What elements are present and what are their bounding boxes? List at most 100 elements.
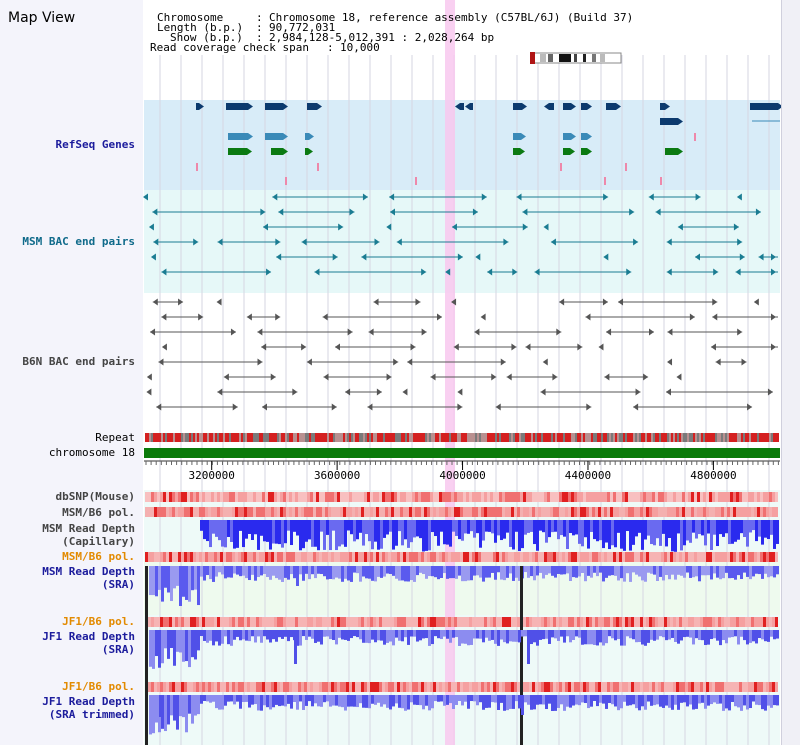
depth-bar — [524, 520, 527, 535]
jf1-b6-pol-trimmed-label[interactable]: JF1/B6 pol. — [62, 680, 135, 693]
depth-bar — [317, 695, 320, 707]
depth-bar — [674, 566, 677, 580]
jf1-read-depth-trimmed-label-1[interactable]: JF1 Read Depth — [42, 695, 135, 708]
depth-bar — [506, 630, 509, 644]
snp-cell — [304, 682, 307, 692]
snp-cell — [583, 617, 586, 627]
gene-dark — [460, 103, 464, 110]
snp-cell — [199, 507, 202, 517]
depth-bar — [560, 520, 563, 536]
snp-cell — [667, 492, 670, 502]
snp-cell — [400, 682, 403, 692]
depth-bar — [509, 566, 512, 574]
msm-read-depth-sra-label-1[interactable]: MSM Read Depth — [42, 565, 135, 578]
b6n-bac-end-pairs-label[interactable]: B6N BAC end pairs — [22, 355, 135, 368]
pair-end-left — [606, 328, 612, 336]
repeat-cell — [299, 433, 301, 442]
snp-cell — [562, 507, 565, 517]
depth-edge — [145, 566, 148, 745]
snp-cell — [733, 507, 736, 517]
depth-bar — [374, 695, 377, 705]
depth-bar — [188, 566, 191, 602]
snp-cell — [502, 552, 505, 562]
depth-bar — [563, 520, 566, 537]
snp-cell — [214, 492, 217, 502]
highlight-column — [445, 0, 456, 745]
depth-bar — [311, 695, 314, 707]
snp-cell — [667, 552, 670, 562]
chromosome-track-label: chromosome 18 — [48, 446, 135, 459]
snp-cell — [667, 617, 670, 627]
snp-cell — [703, 552, 706, 562]
refseq-genes-label[interactable]: RefSeq Genes — [55, 138, 135, 151]
repeat-cell — [755, 433, 757, 442]
snp-cell — [532, 617, 535, 627]
msm-read-depth-capillary-label-1[interactable]: MSM Read Depth — [42, 522, 135, 535]
depth-bar — [467, 520, 470, 534]
msm-b6-pol-sra-label[interactable]: MSM/B6 pol. — [62, 550, 135, 563]
snp-cell — [202, 507, 205, 517]
pair-end — [386, 223, 392, 231]
msm-b6-pol-label[interactable]: MSM/B6 pol. — [62, 506, 135, 519]
snp-cell — [211, 507, 214, 517]
snp-cell — [556, 617, 559, 627]
snp-cell — [625, 617, 628, 627]
snp-cell — [517, 617, 520, 627]
depth-bar — [386, 566, 389, 574]
depth-bar — [557, 630, 560, 641]
snp-cell — [727, 617, 730, 627]
jf1-b6-pol-label[interactable]: JF1/B6 pol. — [62, 615, 135, 628]
repeat-cell — [511, 433, 513, 442]
snp-cell — [412, 617, 415, 627]
msm-bac-end-pairs-label[interactable]: MSM BAC end pairs — [22, 235, 135, 248]
snp-cell — [382, 492, 385, 502]
depth-bar — [635, 520, 638, 537]
snp-cell — [292, 682, 295, 692]
depth-bar — [722, 695, 725, 711]
snp-cell — [643, 552, 646, 562]
snp-cell — [145, 492, 148, 502]
pair-end-left — [263, 223, 269, 231]
depth-bar — [746, 630, 749, 645]
snp-cell — [505, 492, 508, 502]
snp-cell — [505, 617, 508, 627]
pair-end-left — [217, 388, 223, 396]
depth-bar — [737, 520, 740, 540]
snp-cell — [460, 682, 463, 692]
depth-bar — [497, 566, 500, 573]
jf1-read-depth-sra-label-1[interactable]: JF1 Read Depth — [42, 630, 135, 643]
snp-cell — [232, 617, 235, 627]
snp-cell — [148, 507, 151, 517]
repeat-cell — [221, 433, 223, 442]
repeat-cell — [311, 433, 313, 442]
depth-bar — [611, 520, 614, 546]
snp-cell — [631, 682, 634, 692]
gene-mid-arrow — [571, 133, 576, 140]
snp-cell — [328, 617, 331, 627]
depth-bar — [152, 566, 155, 596]
snp-cell — [214, 617, 217, 627]
depth-bar — [422, 695, 425, 710]
snp-cell — [673, 507, 676, 517]
snp-cell — [622, 682, 625, 692]
dbsnp-label[interactable]: dbSNP(Mouse) — [55, 490, 135, 503]
repeat-cell — [767, 433, 769, 442]
snp-cell — [568, 682, 571, 692]
snp-cell — [208, 507, 211, 517]
snp-cell — [475, 492, 478, 502]
repeat-cell — [279, 433, 281, 442]
depth-bar — [299, 520, 302, 551]
depth-bar — [404, 520, 407, 540]
vertical-scrollbar[interactable] — [781, 0, 800, 745]
snp-cell — [544, 492, 547, 502]
pair-end-left — [257, 328, 263, 336]
snp-cell — [379, 507, 382, 517]
depth-bar — [455, 630, 458, 638]
snp-cell — [703, 507, 706, 517]
pair-end-left — [735, 268, 741, 276]
depth-bar — [353, 630, 356, 637]
gene-dark-arrow — [587, 103, 592, 110]
repeat-cell — [407, 433, 409, 442]
depth-bar — [722, 520, 725, 537]
